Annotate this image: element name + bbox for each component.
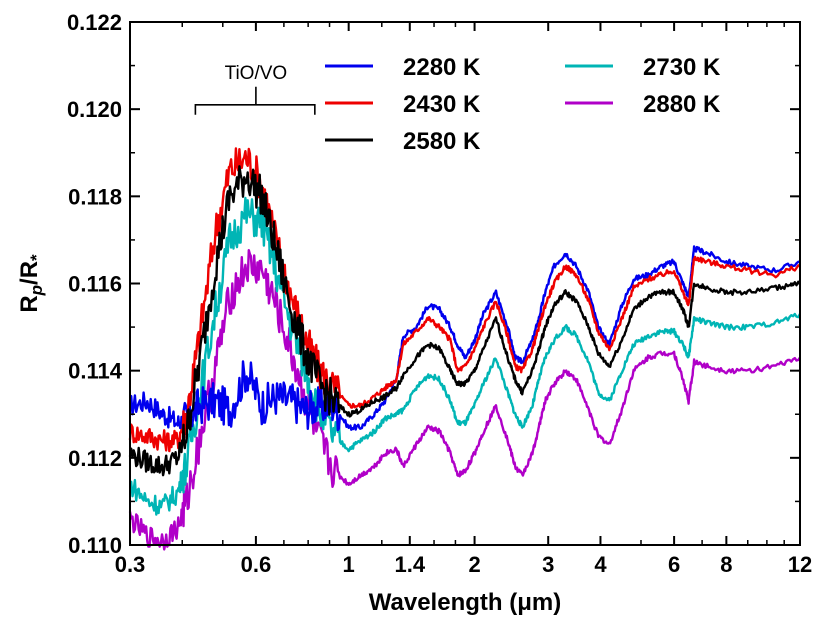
y-axis-title-r: R xyxy=(16,295,43,312)
x-tick-label: 6 xyxy=(668,552,680,577)
series-line-2880-k xyxy=(128,249,801,551)
y-axis-title: Rp/R* xyxy=(16,254,46,313)
x-tick-label: 0.6 xyxy=(241,552,272,577)
y-tick-label: 0.122 xyxy=(67,10,122,35)
x-axis-title-unit: μm xyxy=(517,589,553,616)
legend-label-2730-k: 2730 K xyxy=(643,54,721,81)
legend-label-2580-k: 2580 K xyxy=(403,128,481,155)
x-tick-label: 2 xyxy=(468,552,480,577)
x-tick-label: 1.4 xyxy=(394,552,425,577)
annotation-group: TiO/VO xyxy=(194,63,316,115)
y-tick-label: 0.116 xyxy=(68,272,122,297)
legend-label-2430-k: 2430 K xyxy=(403,91,481,118)
x-tick-label: 0.3 xyxy=(115,552,146,577)
y-tick-label: 0.120 xyxy=(67,97,122,122)
y-tick-label: 0.118 xyxy=(68,184,122,209)
tio-vo-annotation: TiO/VO xyxy=(225,63,288,84)
x-axis-title-close: ) xyxy=(553,589,561,616)
y-tick-label: 0.114 xyxy=(68,359,123,384)
series-line-2580-k xyxy=(128,165,801,477)
tick-layer: 0.3 0.6 1 1.4 2 3 4 6 8 12 0.110 0.112 0.114 0.116 0.1… xyxy=(67,10,812,577)
x-tick-label: 1 xyxy=(343,552,355,577)
x-axis-title: Wavelength (μm) xyxy=(369,589,561,616)
x-tick-label: 8 xyxy=(720,552,732,577)
x-tick-label: 3 xyxy=(542,552,554,577)
x-axis-title-text: Wavelength ( xyxy=(369,589,517,616)
y-axis-title-sub: p xyxy=(27,285,46,296)
y-tick-label: 0.110 xyxy=(68,533,122,558)
x-tick-label: 4 xyxy=(594,552,607,577)
y-tick-label: 0.112 xyxy=(68,446,122,471)
legend-label-2880-k: 2880 K xyxy=(643,91,721,118)
y-axis-title-mid: /R xyxy=(16,261,43,285)
y-axis-title-star: * xyxy=(27,254,46,261)
series-layer xyxy=(128,147,802,551)
legend: 2280 K 2430 K 2580 K 2730 K 2880 K xyxy=(325,54,721,155)
legend-label-2280-k: 2280 K xyxy=(403,54,481,81)
x-tick-label: 12 xyxy=(788,552,812,577)
series-line-2280-k xyxy=(129,245,801,433)
series-line-2730-k xyxy=(129,196,802,516)
tio-vo-bracket xyxy=(194,86,316,115)
